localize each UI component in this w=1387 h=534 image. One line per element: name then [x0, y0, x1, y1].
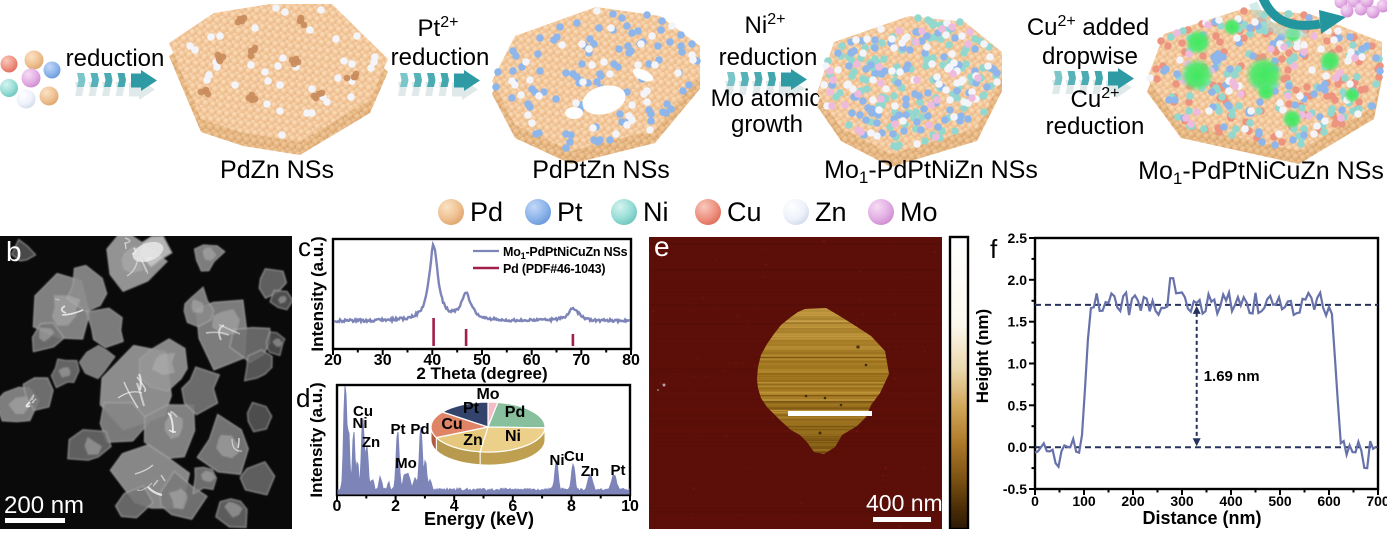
svg-text:Pd: Pd	[410, 421, 429, 438]
svg-text:0.0: 0.0	[1008, 439, 1028, 455]
svg-text:Ni: Ni	[643, 197, 669, 227]
svg-text:dropwise: dropwise	[1042, 43, 1138, 70]
svg-text:f: f	[990, 234, 998, 264]
svg-text:Cu: Cu	[727, 197, 762, 227]
svg-text:0: 0	[1031, 493, 1039, 509]
svg-text:200 nm: 200 nm	[4, 492, 84, 519]
svg-text:Mo1-PdPtNiZn NSs: Mo1-PdPtNiZn NSs	[824, 156, 1038, 187]
svg-text:Pd: Pd	[470, 197, 503, 227]
svg-text:Cu2+ added: Cu2+ added	[1027, 13, 1149, 41]
svg-text:Mo atomic: Mo atomic	[711, 85, 822, 112]
svg-text:growth: growth	[731, 111, 803, 138]
svg-text:300: 300	[1170, 493, 1194, 509]
svg-text:-0.5: -0.5	[1003, 481, 1027, 497]
svg-text:PdZn NSs: PdZn NSs	[220, 156, 334, 184]
svg-text:200: 200	[1121, 493, 1145, 509]
svg-text:Ni2+: Ni2+	[745, 11, 786, 39]
svg-text:Mo: Mo	[900, 197, 938, 227]
svg-text:c: c	[298, 232, 311, 262]
svg-text:1.69 nm: 1.69 nm	[1204, 368, 1260, 385]
svg-text:Pt: Pt	[557, 197, 583, 227]
svg-text:Mo: Mo	[395, 455, 417, 472]
svg-text:500: 500	[1268, 493, 1292, 509]
svg-text:10: 10	[621, 498, 639, 515]
svg-text:1.0: 1.0	[1008, 356, 1028, 372]
svg-text:Pt: Pt	[463, 400, 480, 417]
svg-text:Distance (nm): Distance (nm)	[1142, 508, 1261, 528]
svg-text:0: 0	[333, 498, 342, 515]
svg-text:Cu2+: Cu2+	[1071, 85, 1120, 113]
svg-text:600: 600	[1317, 493, 1341, 509]
svg-text:400: 400	[1219, 493, 1243, 509]
svg-text:Pt: Pt	[391, 421, 406, 438]
svg-text:Ni: Ni	[550, 452, 565, 469]
svg-text:Pd (PDF#46-1043): Pd (PDF#46-1043)	[503, 262, 605, 276]
svg-text:Height (nm): Height (nm)	[973, 309, 992, 403]
svg-text:700: 700	[1366, 493, 1387, 509]
svg-text:30: 30	[374, 352, 392, 369]
svg-text:Pt2+: Pt2+	[418, 14, 459, 42]
svg-text:d: d	[296, 383, 310, 413]
svg-text:2 Theta (degree): 2 Theta (degree)	[416, 364, 547, 383]
svg-text:e: e	[654, 231, 670, 262]
svg-text:2.5: 2.5	[1008, 230, 1028, 246]
svg-text:Pt: Pt	[611, 462, 626, 479]
svg-text:reduction: reduction	[66, 45, 165, 72]
svg-text:Cu: Cu	[441, 416, 462, 433]
svg-text:Ni: Ni	[353, 415, 368, 432]
svg-text:PdPtZn NSs: PdPtZn NSs	[532, 156, 670, 184]
svg-text:2.0: 2.0	[1008, 272, 1028, 288]
svg-text:2: 2	[391, 498, 400, 515]
svg-text:1.5: 1.5	[1008, 314, 1028, 330]
svg-text:Zn: Zn	[581, 463, 599, 480]
svg-text:reduction: reduction	[391, 44, 490, 71]
svg-text:100: 100	[1072, 493, 1096, 509]
svg-text:400 nm: 400 nm	[866, 490, 943, 516]
svg-text:Zn: Zn	[362, 434, 380, 451]
svg-text:reduction: reduction	[719, 44, 818, 71]
svg-text:Energy (keV): Energy (keV)	[424, 509, 534, 529]
svg-text:8: 8	[567, 498, 576, 515]
svg-text:Pd: Pd	[505, 404, 525, 421]
svg-text:reduction: reduction	[1046, 113, 1145, 140]
svg-text:20: 20	[324, 352, 342, 369]
svg-text:Mo1-PdPtNiCuZn NSs: Mo1-PdPtNiCuZn NSs	[1138, 157, 1384, 188]
svg-text:Mo: Mo	[476, 386, 499, 403]
svg-text:Ni: Ni	[505, 428, 521, 445]
svg-text:70: 70	[572, 352, 590, 369]
svg-text:b: b	[6, 236, 22, 267]
svg-text:80: 80	[622, 352, 640, 369]
svg-text:0.5: 0.5	[1008, 397, 1028, 413]
svg-text:Zn: Zn	[815, 197, 847, 227]
svg-text:Zn: Zn	[463, 432, 483, 449]
